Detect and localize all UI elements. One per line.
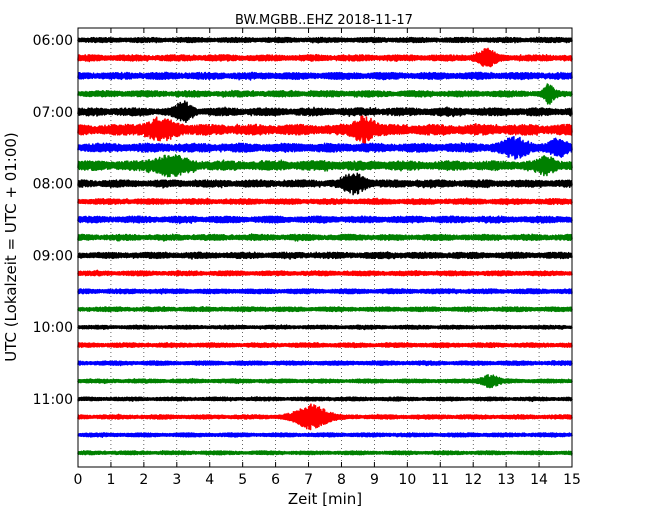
trace-1145 — [77, 449, 573, 456]
x-axis-ticks: 0 1 2 3 4 5 6 7 8 9 10 11 12 13 14 15 — [74, 28, 581, 488]
x-tick-label: 9 — [370, 472, 379, 488]
x-tick-label: 14 — [530, 472, 548, 488]
trace-0900 — [77, 251, 573, 260]
trace-0800 — [77, 172, 573, 196]
trace-1000 — [77, 324, 573, 331]
trace-0815 — [77, 197, 573, 206]
seismic-traces — [77, 36, 573, 456]
y-tick-label: 11:00 — [33, 392, 73, 408]
trace-1115 — [77, 403, 573, 431]
y-tick-label: 10:00 — [33, 320, 73, 336]
trace-1130 — [77, 432, 573, 438]
trace-0715 — [77, 115, 573, 145]
trace-0930 — [77, 287, 573, 295]
x-tick-label: 13 — [497, 472, 515, 488]
trace-0700 — [77, 100, 573, 124]
chart-title: BW.MGBB..EHZ 2018-11-17 — [235, 13, 413, 28]
trace-1030 — [77, 359, 573, 367]
x-tick-label: 11 — [431, 472, 449, 488]
x-tick-label: 5 — [238, 472, 247, 488]
trace-0615 — [77, 47, 573, 68]
trace-1045 — [77, 374, 573, 389]
trace-0630 — [77, 71, 573, 81]
x-tick-label: 12 — [464, 472, 482, 488]
trace-0945 — [77, 306, 573, 313]
y-axis-label: UTC (Lokalzeit = UTC + 01:00) — [2, 132, 20, 362]
trace-0600 — [77, 36, 573, 44]
trace-0645 — [77, 83, 573, 105]
y-tick-label: 07:00 — [33, 105, 73, 121]
trace-0915 — [77, 269, 573, 277]
trace-0730 — [77, 135, 573, 160]
trace-0745 — [77, 154, 573, 178]
y-tick-label: 08:00 — [33, 177, 73, 193]
plot-frame — [77, 27, 573, 468]
x-tick-label: 1 — [106, 472, 115, 488]
x-tick-label: 7 — [304, 472, 313, 488]
y-tick-label: 09:00 — [33, 248, 73, 264]
x-tick-label: 6 — [271, 472, 280, 488]
x-tick-label: 0 — [74, 472, 83, 488]
x-tick-label: 2 — [139, 472, 148, 488]
y-axis-ticks: 06:00 07:00 08:00 09:00 10:00 11:00 — [33, 33, 572, 408]
x-tick-label: 3 — [172, 472, 181, 488]
trace-1100 — [77, 396, 573, 403]
x-tick-label: 8 — [337, 472, 346, 488]
x-tick-label: 4 — [205, 472, 214, 488]
x-tick-label: 15 — [563, 472, 581, 488]
x-axis-label: Zeit [min] — [288, 490, 362, 508]
trace-0830 — [77, 215, 573, 225]
y-tick-label: 06:00 — [33, 33, 73, 49]
trace-0845 — [77, 233, 573, 242]
x-tick-label: 10 — [398, 472, 416, 488]
trace-1015 — [77, 341, 573, 349]
